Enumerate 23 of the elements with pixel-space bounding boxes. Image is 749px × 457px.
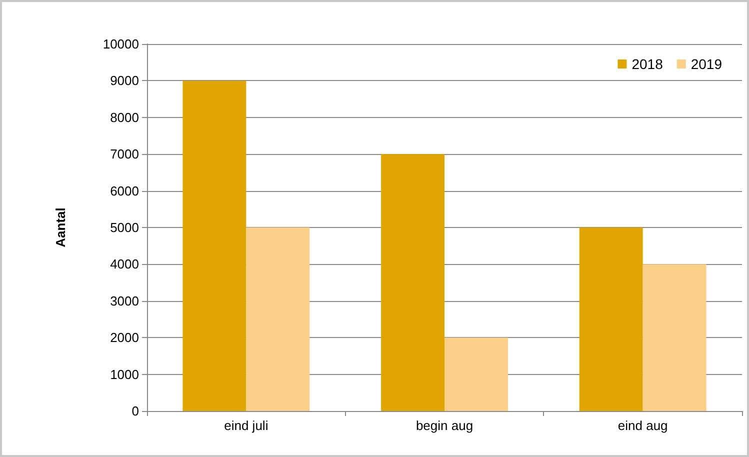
x-tick-label: eind aug [618,418,668,433]
bar [246,228,310,411]
bar [444,338,508,411]
y-tick-label: 9000 [110,73,139,88]
bar [579,228,643,411]
bar [381,154,444,411]
y-tick-label: 6000 [110,183,139,198]
bar [642,264,706,411]
y-tick-label: 8000 [110,110,139,125]
y-tick-label: 0 [132,404,139,418]
legend-label: 2019 [690,56,722,72]
legend-label: 2018 [632,56,664,72]
bar [182,80,246,411]
y-tick-label: 2000 [110,330,139,346]
y-tick-label: 10000 [102,36,139,52]
y-tick-label: 5000 [110,220,139,235]
x-tick-label: begin aug [416,418,474,433]
y-tick-label: 3000 [110,293,139,308]
y-tick-label: 4000 [110,256,139,272]
y-tick-label: 1000 [110,366,139,382]
y-tick-label: 7000 [110,146,139,162]
y-axis-title: Aantal [53,208,68,248]
x-tick-label: eind juli [224,418,268,433]
